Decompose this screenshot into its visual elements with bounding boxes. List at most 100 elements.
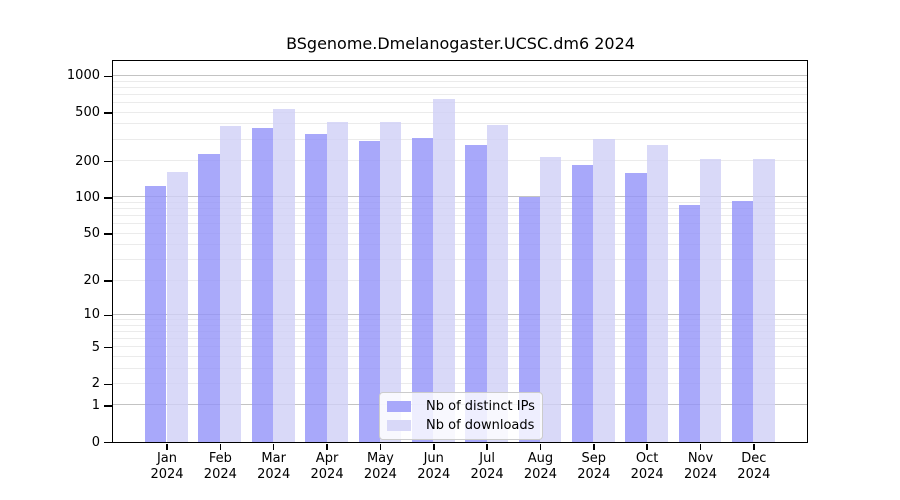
bar-downloads-apr <box>326 121 348 442</box>
month-label: Aug <box>527 451 554 466</box>
minor-gridline-70 <box>113 215 807 217</box>
x-tick-label-sep: Sep 2024 <box>562 451 626 483</box>
x-tick-label-jun: Jun 2024 <box>402 451 466 483</box>
month-label: Sep <box>581 451 607 466</box>
y-tick-mark-1 <box>104 405 112 407</box>
legend-label: Nb of distinct IPs <box>426 399 535 414</box>
y-tick-label-200: 200 <box>75 153 100 169</box>
minor-gridline-80 <box>113 208 807 210</box>
minor-gridline-4 <box>113 355 807 357</box>
minor-gridline-900 <box>113 80 807 82</box>
bar-downloads-aug <box>539 157 562 442</box>
legend-label: Nb of downloads <box>426 418 535 433</box>
y-tick-label-100: 100 <box>75 189 100 205</box>
year-label: 2024 <box>470 467 504 482</box>
legend-item-downloads: Nb of downloads <box>387 418 534 433</box>
y-tick-mark-5 <box>104 346 112 349</box>
y-tick-mark-200 <box>104 160 112 163</box>
minor-gridline-2 <box>113 382 807 384</box>
plot-area <box>112 60 808 443</box>
x-tick-mark-dec <box>753 444 755 450</box>
y-tick-mark-10 <box>104 314 112 317</box>
x-tick-label-jul: Jul 2024 <box>455 451 519 483</box>
x-tick-mark-jul <box>486 444 488 450</box>
x-tick-label-mar: Mar 2024 <box>242 451 306 483</box>
x-tick-label-dec: Dec 2024 <box>722 451 786 483</box>
x-tick-mark-oct <box>646 444 648 450</box>
year-label: 2024 <box>417 467 451 482</box>
minor-gridline-7 <box>113 330 807 332</box>
minor-gridline-40 <box>113 244 807 246</box>
minor-gridline-5 <box>113 346 807 348</box>
y-tick-label-2: 2 <box>91 376 100 392</box>
bar-downloads-jul <box>486 125 508 442</box>
bar-distinct-ips-oct <box>625 172 647 442</box>
minor-gridline-700 <box>113 93 807 95</box>
x-tick-mark-mar <box>272 444 275 450</box>
minor-gridline-500 <box>113 111 807 113</box>
minor-gridline-200 <box>113 160 807 162</box>
major-gridline-1000 <box>113 74 807 76</box>
bar-distinct-ips-dec <box>731 201 754 442</box>
y-tick-label-1: 1 <box>91 397 100 413</box>
x-tick-mark-nov <box>699 444 702 450</box>
x-tick-mark-feb <box>219 444 222 450</box>
bar-distinct-ips-aug <box>518 197 540 442</box>
minor-gridline-8 <box>113 324 807 326</box>
y-tick-mark-2 <box>104 383 112 386</box>
bar-downloads-feb <box>219 125 242 442</box>
year-label: 2024 <box>363 467 397 482</box>
x-tick-mark-may <box>379 444 382 450</box>
legend-swatch-downloads <box>387 420 411 431</box>
month-label: Oct <box>635 451 659 466</box>
x-tick-mark-jan <box>166 444 168 450</box>
bar-distinct-ips-jul <box>465 145 487 442</box>
minor-gridline-50 <box>113 232 807 234</box>
x-tick-label-apr: Apr 2024 <box>295 451 359 483</box>
bar-distinct-ips-may <box>358 141 380 442</box>
month-label: Jul <box>479 451 495 466</box>
x-tick-mark-aug <box>539 444 542 450</box>
bar-distinct-ips-mar <box>251 127 274 442</box>
minor-gridline-30 <box>113 259 807 261</box>
y-tick-label-50: 50 <box>83 226 100 242</box>
bar-downloads-oct <box>646 144 669 442</box>
year-label: 2024 <box>630 467 664 482</box>
bar-downloads-dec <box>753 158 775 442</box>
legend: Nb of distinct IPs Nb of downloads <box>379 392 543 440</box>
bar-distinct-ips-jan <box>145 185 167 442</box>
month-label: Mar <box>261 451 286 466</box>
month-label: Nov <box>687 451 714 466</box>
year-label: 2024 <box>683 467 718 482</box>
y-tick-mark-100 <box>104 197 112 199</box>
x-tick-label-nov: Nov 2024 <box>669 451 733 483</box>
x-tick-label-feb: Feb 2024 <box>188 451 252 483</box>
major-gridline-100 <box>113 196 807 198</box>
bar-downloads-mar <box>273 108 295 442</box>
y-tick-label-500: 500 <box>75 105 100 121</box>
y-tick-mark-1000 <box>104 75 112 78</box>
minor-gridline-90 <box>113 202 807 203</box>
x-tick-mark-sep <box>593 444 595 450</box>
y-tick-label-1000: 1000 <box>66 68 100 84</box>
minor-gridline-60 <box>113 223 807 225</box>
minor-gridline-600 <box>113 101 807 103</box>
bar-distinct-ips-jun <box>411 137 434 442</box>
y-tick-label-5: 5 <box>91 339 100 355</box>
y-tick-label-20: 20 <box>83 273 100 289</box>
bar-distinct-ips-sep <box>571 164 594 442</box>
year-label: 2024 <box>737 467 771 482</box>
minor-gridline-300 <box>113 138 807 140</box>
bar-distinct-ips-apr <box>305 133 327 442</box>
bar-downloads-jun <box>433 98 455 442</box>
y-tick-mark-20 <box>104 280 112 282</box>
month-label: May <box>366 451 394 466</box>
bar-distinct-ips-nov <box>678 204 700 442</box>
minor-gridline-800 <box>113 86 807 88</box>
x-tick-label-jan: Jan 2024 <box>135 451 199 483</box>
minor-gridline-20 <box>113 279 807 281</box>
legend-item-distinct-ips: Nb of distinct IPs <box>387 399 535 414</box>
year-label: 2024 <box>150 467 184 482</box>
legend-swatch-distinct-ips <box>387 401 411 412</box>
chart-title: BSgenome.Dmelanogaster.UCSC.dm6 2024 <box>286 34 635 53</box>
